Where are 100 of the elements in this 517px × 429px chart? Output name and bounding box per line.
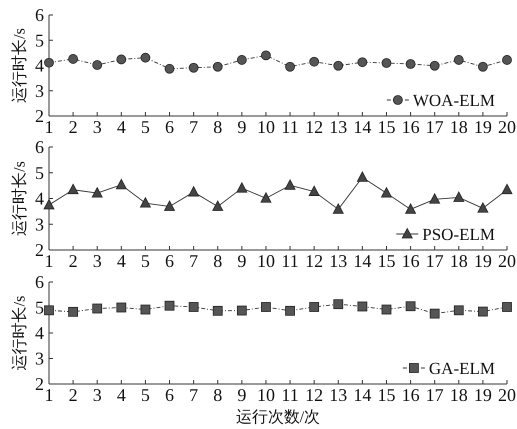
x-tick-label: 1 [44,251,54,271]
point [236,55,247,65]
x-tick-label: 7 [189,117,198,137]
x-tick-label: 2 [68,251,78,271]
point [356,171,368,182]
x-tick-label: 14 [353,385,372,405]
y-tick-label: 5 [35,298,44,318]
legend-label: WOA-ELM [412,91,495,110]
x-tick-label: 4 [116,117,126,137]
y-tick-label: 4 [35,323,44,343]
x-tick-label: 7 [189,251,198,271]
x-tick-label: 7 [189,385,198,405]
point [454,305,464,316]
x-tick-label: 15 [377,251,396,271]
x-tick-label: 14 [353,117,372,137]
x-tick-label: 10 [256,117,275,137]
x-tick-label: 10 [256,251,275,271]
point [164,200,175,211]
y-tick-label: 6 [35,272,44,292]
point [478,306,488,316]
x-tick-label: 6 [165,385,174,405]
y-tick-label: 3 [35,214,44,234]
point [454,55,464,65]
x-tick-label: 20 [498,117,516,137]
point [333,60,344,71]
x-tick-label: 20 [498,251,516,271]
point [502,302,512,312]
point [406,59,416,69]
x-tick-label: 2 [68,117,78,137]
x-tick-label: 11 [281,117,299,137]
point [236,306,247,316]
point [285,306,295,316]
x-tick-label: 16 [402,385,420,405]
point [44,58,54,68]
point [44,199,54,210]
x-tick-label: 11 [281,385,299,405]
x-tick-label: 17 [426,385,444,405]
point [309,302,320,312]
x-tick-label: 19 [474,251,492,271]
y-tick-label: 3 [35,348,44,368]
point [284,179,296,190]
x-tick-label: 17 [426,251,444,271]
x-tick-label: 6 [165,117,174,137]
x-tick-label: 9 [237,251,246,271]
point [164,300,174,311]
x-tick-label: 15 [377,385,396,405]
x-tick-label: 8 [213,251,222,271]
x-tick-label: 2 [68,385,78,405]
point [309,56,320,67]
point [92,304,102,314]
point [332,203,344,214]
point [188,62,199,73]
point [430,308,440,319]
point [164,64,174,74]
point [116,54,126,64]
x-tick-label: 15 [377,117,396,137]
point [285,62,295,72]
point [405,203,416,214]
point [116,178,127,190]
point [212,306,223,316]
x-tick-label: 13 [329,251,348,271]
x-tick-label: 3 [92,251,102,271]
point [92,60,102,70]
x-tick-label: 9 [237,385,246,405]
x-tick-label: 5 [140,251,150,271]
point [453,192,464,202]
point [92,187,103,198]
point [477,202,488,213]
y-tick-label: 5 [35,162,44,183]
point [478,62,488,72]
point [140,52,150,63]
point [188,186,200,196]
x-tick-label: 20 [498,385,516,405]
x-tick-label: 3 [92,117,102,137]
point [188,302,199,312]
x-tick-label: 6 [165,251,174,271]
point [140,304,150,314]
x-tick-label: 16 [402,251,420,271]
x-axis-title: 运行次数/次 [236,408,320,426]
y-axis-title: 运行时长/s [10,296,28,370]
x-tick-label: 13 [329,385,348,405]
x-tick-label: 12 [305,117,324,137]
x-tick-label: 4 [116,251,126,271]
point [382,304,392,314]
point [406,301,416,312]
x-tick-label: 13 [329,117,348,137]
x-tick-label: 1 [44,117,54,137]
x-tick-label: 19 [474,385,492,405]
point [68,184,79,194]
point [44,305,54,316]
x-tick-label: 14 [353,251,372,271]
point [333,299,344,310]
point [502,55,512,65]
x-tick-label: 9 [237,117,246,137]
x-tick-label: 16 [402,117,420,137]
x-tick-label: 17 [426,117,444,137]
y-tick-label: 5 [35,30,44,50]
point [308,186,320,196]
point [357,302,368,312]
point [260,192,272,203]
